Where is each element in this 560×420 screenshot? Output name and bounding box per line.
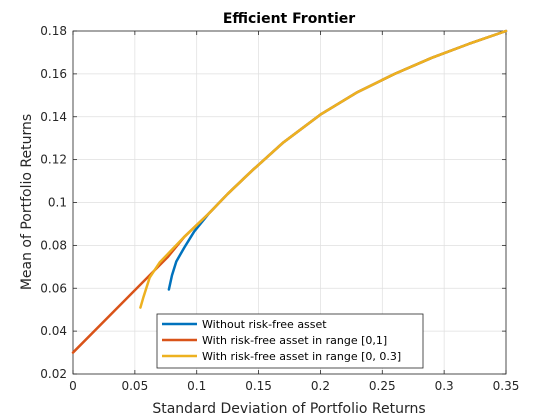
x-axis-label: Standard Deviation of Portfolio Returns [152,401,425,417]
series-line-3 [139,29,508,309]
chart-title: Efficient Frontier [223,11,355,27]
y-tick-label: 0.08 [40,238,67,252]
legend-label-2: With risk-free asset in range [0,1] [202,334,387,347]
y-tick-label: 0.06 [40,281,67,295]
y-tick-label: 0.1 [48,196,67,210]
x-tick-label: 0.25 [369,379,396,393]
x-tick-label: 0.1 [187,379,206,393]
series-line-2 [71,29,508,354]
series-lines [71,29,508,354]
y-tick-label: 0.16 [40,67,67,81]
y-tick-label: 0.04 [40,324,67,338]
legend-label-1: Without risk-free asset [202,318,327,331]
x-tick-label: 0.3 [435,379,454,393]
x-tick-label: 0 [69,379,77,393]
series-line-1 [167,29,508,291]
y-tick-label: 0.14 [40,110,67,124]
y-axis-ticks: 0.02 0.04 0.06 0.08 0.1 0.12 0.14 0.16 0.18 [40,24,506,381]
x-axis-ticks: 0 0.05 0.1 0.15 0.2 0.25 0.3 0.35 [69,31,519,393]
legend: Without risk-free asset With risk-free as… [156,313,424,369]
x-tick-label: 0.2 [311,379,330,393]
legend-box [156,313,424,369]
legend-label-3: With risk-free asset in range [0, 0.3] [202,350,401,363]
x-tick-label: 0.15 [245,379,272,393]
y-axis-label: Mean of Portfolio Returns [19,114,35,290]
x-tick-label: 0.35 [493,379,520,393]
y-tick-label: 0.18 [40,24,67,38]
y-tick-label: 0.12 [40,153,67,167]
x-tick-label: 0.05 [121,379,148,393]
y-tick-label: 0.02 [40,367,67,381]
